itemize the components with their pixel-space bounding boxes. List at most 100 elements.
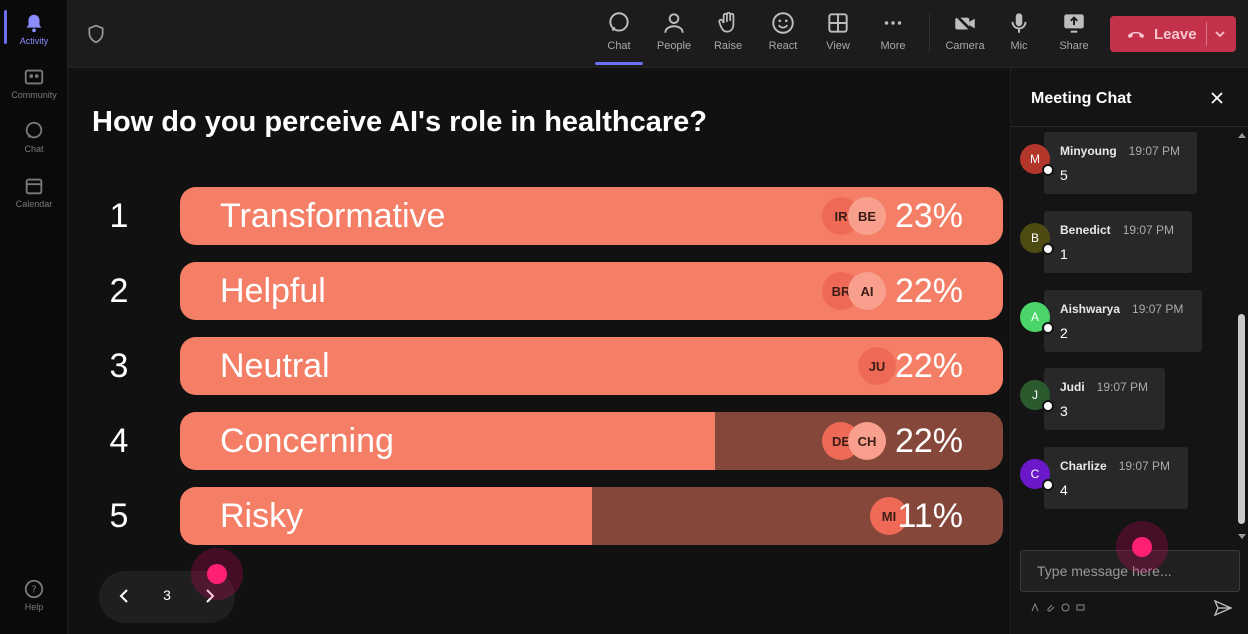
presence-indicator xyxy=(1042,479,1054,491)
chat-message[interactable]: Judi 19:07 PM 3 xyxy=(1044,368,1165,430)
toolbar-divider xyxy=(929,14,930,52)
chat-scrollbar[interactable] xyxy=(1236,132,1246,542)
sender-name: Charlize xyxy=(1060,459,1107,473)
leave-label: Leave xyxy=(1154,25,1197,43)
chat-message[interactable]: Charlize 19:07 PM 4 xyxy=(1044,447,1188,509)
app-rail: Activity Community Chat Calendar ? Help xyxy=(0,0,68,634)
people-button[interactable]: People xyxy=(648,10,700,52)
option-number: 5 xyxy=(109,497,129,535)
chat-label: Chat xyxy=(607,40,631,52)
option-label: Helpful xyxy=(220,272,326,310)
rail-item-activity[interactable]: Activity xyxy=(0,12,68,46)
bell-icon xyxy=(26,14,42,33)
chevron-down-icon[interactable] xyxy=(1214,28,1226,40)
avatar[interactable]: B xyxy=(1020,223,1054,255)
result-bar: Helpful BR AI 22% xyxy=(180,262,1003,320)
poll-option-row: 1 Transformative IR BE 23% xyxy=(68,187,1010,245)
format-toolbar xyxy=(1031,603,1085,612)
avatar[interactable]: A xyxy=(1020,302,1054,334)
voter-avatar: MI xyxy=(870,497,908,535)
message-time: 19:07 PM xyxy=(1118,459,1171,473)
chevron-right-icon[interactable] xyxy=(199,586,219,606)
leave-button[interactable]: Leave xyxy=(1110,16,1236,52)
avatar[interactable]: M xyxy=(1020,144,1054,176)
rail-item-help[interactable]: ? Help xyxy=(0,578,68,612)
react-button[interactable]: React xyxy=(757,10,809,52)
chat-message[interactable]: Minyoung 19:07 PM 5 xyxy=(1044,132,1197,194)
chat-message-input[interactable] xyxy=(1020,550,1240,592)
option-number: 1 xyxy=(109,197,129,235)
sender-name: Minyoung xyxy=(1060,144,1117,158)
option-percent: 11% xyxy=(897,497,963,535)
voter-avatar: JU xyxy=(858,347,896,385)
avatar-initial: A xyxy=(1030,310,1039,324)
share-button[interactable]: Share xyxy=(1048,10,1100,52)
message-time: 19:07 PM xyxy=(1122,223,1175,237)
presence-indicator xyxy=(1042,243,1054,255)
result-bar-fill xyxy=(180,487,592,545)
message-header: Charlize 19:07 PM xyxy=(1060,457,1172,475)
scroll-up-icon[interactable] xyxy=(1238,132,1246,140)
presence-indicator xyxy=(1042,164,1054,176)
rail-active-indicator xyxy=(4,10,7,44)
mic-label: Mic xyxy=(1010,40,1028,52)
format-icon[interactable] xyxy=(1031,603,1040,612)
message-header: Minyoung 19:07 PM xyxy=(1060,142,1181,160)
more-button[interactable]: More xyxy=(867,10,919,52)
sender-name: Judi xyxy=(1060,380,1085,394)
chat-icon xyxy=(609,12,629,32)
camera-button[interactable]: Camera xyxy=(939,10,991,52)
message-header: Judi 19:07 PM xyxy=(1060,378,1149,396)
page-number: 3 xyxy=(163,587,171,603)
close-icon[interactable] xyxy=(1209,90,1225,106)
raise-hand-button[interactable]: Raise xyxy=(702,10,754,52)
result-bar: Neutral JU 22% xyxy=(180,337,1003,395)
message-header: Benedict 19:07 PM xyxy=(1060,221,1176,239)
poll-option-row: 2 Helpful BR AI 22% xyxy=(68,262,1010,320)
meeting-chat-panel: Meeting Chat Minyoung 19:07 PM 5 M Benedict 1… xyxy=(1010,68,1248,634)
rail-label: Help xyxy=(24,602,44,612)
avatar-initial: C xyxy=(1030,467,1040,481)
chat-title: Meeting Chat xyxy=(1031,90,1132,107)
option-percent: 22% xyxy=(894,272,963,310)
meeting-toolbar: Chat People Raise React View More Camera… xyxy=(68,0,1248,68)
emoji-icon[interactable] xyxy=(1061,603,1070,612)
message-text: 4 xyxy=(1060,482,1068,498)
attach-icon[interactable] xyxy=(1046,603,1055,612)
raise-hand-icon xyxy=(718,11,735,33)
view-label: View xyxy=(826,40,850,52)
message-text: 5 xyxy=(1060,167,1068,183)
chat-message[interactable]: Aishwarya 19:07 PM 2 xyxy=(1044,290,1202,352)
option-percent: 23% xyxy=(894,197,963,235)
avatar[interactable]: C xyxy=(1020,459,1054,491)
rail-item-chat[interactable]: Chat xyxy=(0,120,68,154)
result-bar: Risky MI 11% xyxy=(180,487,1003,545)
scroll-down-icon[interactable] xyxy=(1238,532,1246,540)
chat-button[interactable]: Chat xyxy=(593,10,645,65)
mic-icon xyxy=(1011,13,1027,33)
react-label: React xyxy=(768,40,798,52)
leave-divider xyxy=(1206,22,1207,46)
option-number: 3 xyxy=(109,347,129,385)
send-icon[interactable] xyxy=(1213,598,1233,618)
avatar[interactable]: J xyxy=(1020,380,1054,412)
chevron-left-icon[interactable] xyxy=(115,586,135,606)
chat-message[interactable]: Benedict 19:07 PM 1 xyxy=(1044,211,1192,273)
message-time: 19:07 PM xyxy=(1096,380,1149,394)
calendar-icon xyxy=(25,178,43,195)
option-label: Risky xyxy=(220,497,304,535)
rail-item-community[interactable]: Community xyxy=(0,66,68,100)
gif-icon[interactable] xyxy=(1076,603,1085,612)
option-label: Concerning xyxy=(220,422,394,460)
shield-icon[interactable] xyxy=(86,24,106,44)
rail-label: Calendar xyxy=(15,199,53,209)
scrollbar-thumb[interactable] xyxy=(1238,314,1245,524)
result-bar: Transformative IR BE 23% xyxy=(180,187,1003,245)
rail-item-calendar[interactable]: Calendar xyxy=(0,175,68,209)
presence-indicator xyxy=(1042,400,1054,412)
chat-divider xyxy=(1011,126,1248,127)
view-button[interactable]: View xyxy=(812,10,864,52)
mic-button[interactable]: Mic xyxy=(993,10,1045,52)
option-percent: 22% xyxy=(894,347,963,385)
rail-label: Chat xyxy=(24,144,44,154)
